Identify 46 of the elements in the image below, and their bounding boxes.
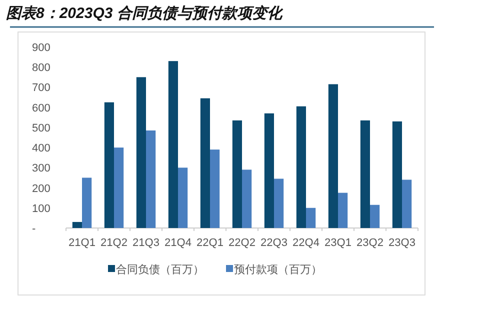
bar [72, 222, 82, 228]
x-tick-label: 21Q3 [132, 237, 160, 249]
x-tick-label: 22Q4 [292, 237, 320, 249]
bar [104, 102, 114, 228]
x-tick-label: 23Q2 [356, 237, 384, 249]
x-tick-label: 21Q1 [68, 237, 96, 249]
y-tick-label: 100 [32, 202, 50, 215]
legend-label: 合同负债（百万） [116, 263, 204, 276]
bar [328, 84, 338, 228]
bar [82, 178, 92, 228]
legend-label: 预付款项（百万） [234, 264, 322, 276]
x-tick-label: 21Q4 [164, 237, 192, 249]
bar [338, 192, 348, 228]
bar [114, 148, 124, 228]
x-tick-label: 23Q3 [388, 237, 416, 249]
bar [146, 130, 156, 228]
title: 图表8：2023Q3 合同负债与预付款项变化 [6, 5, 282, 22]
bar [392, 121, 402, 228]
y-tick-label: 400 [32, 142, 50, 155]
bar [274, 178, 284, 228]
x-tick-label: 21Q2 [100, 237, 128, 249]
y-tick-label: 200 [32, 182, 50, 195]
bar [370, 204, 380, 228]
bar [306, 208, 316, 228]
bar [136, 77, 146, 228]
bar [402, 180, 412, 228]
bar [178, 168, 188, 228]
x-tick-label: 22Q3 [260, 237, 288, 249]
y-tick-label: 800 [32, 62, 50, 74]
y-tick-label: - [32, 223, 36, 235]
y-tick-label: 300 [32, 162, 50, 175]
bar [200, 98, 210, 228]
bar [360, 120, 370, 228]
bar [242, 170, 252, 228]
y-tick-label: 900 [32, 42, 50, 54]
bar [264, 113, 274, 228]
x-tick-label: 22Q2 [228, 237, 256, 249]
bar [232, 120, 242, 228]
y-tick-label: 700 [32, 82, 50, 94]
x-tick-label: 23Q1 [324, 237, 352, 249]
x-tick-label: 22Q1 [196, 237, 224, 249]
bar [168, 61, 178, 228]
bar [296, 106, 306, 228]
y-tick-label: 500 [32, 122, 50, 134]
bar [210, 150, 220, 228]
y-tick-label: 600 [32, 102, 50, 114]
